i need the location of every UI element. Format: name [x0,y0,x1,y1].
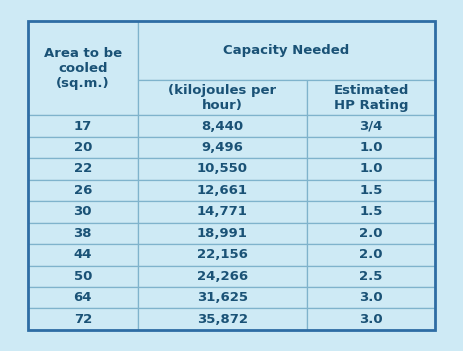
Text: 2.5: 2.5 [359,270,383,283]
Bar [28,115,138,137]
Bar [307,201,435,223]
Bar [307,180,435,201]
Text: 1.0: 1.0 [359,163,383,176]
Text: 50: 50 [74,270,92,283]
Bar [28,309,138,330]
Text: 1.5: 1.5 [359,184,383,197]
Bar [28,21,435,330]
Bar [138,115,307,137]
Bar [28,223,138,244]
Bar [138,309,307,330]
Bar [138,223,307,244]
Text: 1.0: 1.0 [359,141,383,154]
Bar [138,180,307,201]
Bar [307,309,435,330]
Text: 8,440: 8,440 [201,119,244,132]
Bar [307,158,435,180]
Bar [138,244,307,266]
Text: 20: 20 [74,141,92,154]
Bar [307,266,435,287]
Bar [28,137,138,158]
Bar [307,80,435,115]
Bar [138,158,307,180]
Bar [138,137,307,158]
Text: 1.5: 1.5 [359,205,383,218]
Bar [307,287,435,309]
Bar [138,201,307,223]
Text: 3.0: 3.0 [359,291,383,304]
Text: Area to be
cooled
(sq.m.): Area to be cooled (sq.m.) [44,47,122,90]
Text: 17: 17 [74,119,92,132]
Bar [28,158,138,180]
Text: 14,771: 14,771 [197,205,248,218]
Text: 24,266: 24,266 [197,270,248,283]
Text: Estimated
HP Rating: Estimated HP Rating [333,84,409,112]
Bar [307,244,435,266]
Text: 26: 26 [74,184,92,197]
Text: 12,661: 12,661 [197,184,248,197]
Text: 22: 22 [74,163,92,176]
Text: 35,872: 35,872 [197,313,248,326]
Text: Capacity Needed: Capacity Needed [223,44,350,57]
Bar [28,287,138,309]
Text: 18,991: 18,991 [197,227,248,240]
Bar [307,223,435,244]
Bar [138,266,307,287]
Text: 38: 38 [74,227,92,240]
Bar [28,180,138,201]
Text: 3/4: 3/4 [359,119,383,132]
Text: 31,625: 31,625 [197,291,248,304]
Bar [28,201,138,223]
Bar [28,266,138,287]
Text: 10,550: 10,550 [197,163,248,176]
Bar [28,244,138,266]
Text: 3.0: 3.0 [359,313,383,326]
Text: 22,156: 22,156 [197,248,248,261]
Bar [28,21,435,330]
Text: 64: 64 [74,291,92,304]
Text: 44: 44 [74,248,92,261]
Text: 30: 30 [74,205,92,218]
Text: 2.0: 2.0 [359,227,383,240]
Text: 9,496: 9,496 [201,141,243,154]
Bar [28,21,138,115]
Bar [307,137,435,158]
Bar [138,80,307,115]
Text: 72: 72 [74,313,92,326]
Bar [138,287,307,309]
Bar [138,21,435,80]
Text: 2.0: 2.0 [359,248,383,261]
Text: (kilojoules per
hour): (kilojoules per hour) [168,84,276,112]
Bar [307,115,435,137]
